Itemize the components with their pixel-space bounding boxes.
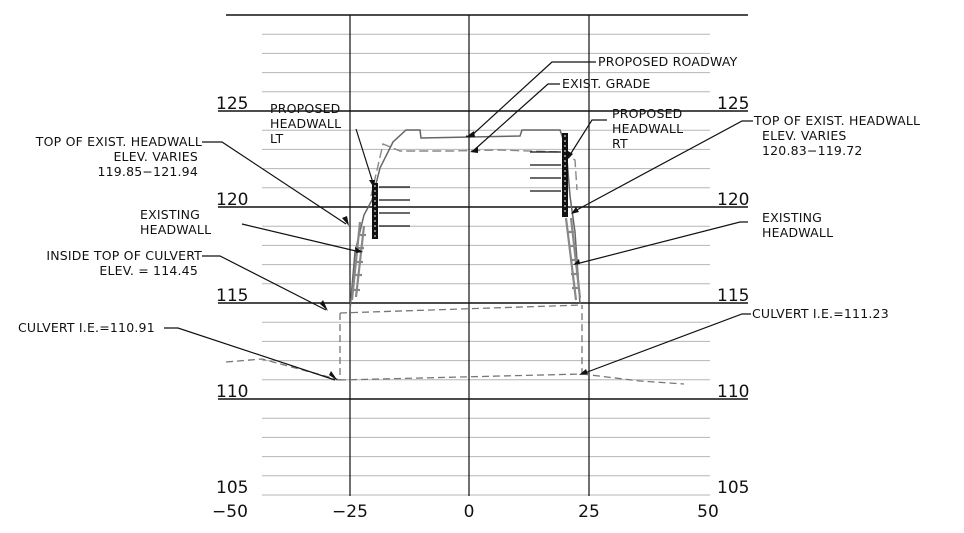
label-top-exist-headwall-left-1: TOP OF EXIST. HEADWALL (35, 134, 202, 149)
label-proposed-headwall-rt-1: PROPOSED (612, 106, 683, 121)
y-tick-125-right: 125 (717, 94, 749, 114)
label-top-exist-headwall-right-2: ELEV. VARIES (762, 128, 847, 143)
y-tick-105-right: 105 (717, 478, 749, 498)
label-culvert-ie-left: CULVERT I.E.=110.91 (18, 320, 155, 335)
label-culvert-ie-right: CULVERT I.E.=111.23 (752, 306, 889, 321)
label-proposed-headwall-lt-3: LT (270, 131, 283, 146)
minor-grid (262, 33, 710, 496)
existing-headwall-right (564, 217, 582, 301)
label-inside-top-culvert-2: ELEV. = 114.45 (99, 263, 198, 278)
y-tick-115-left: 115 (216, 286, 248, 306)
label-existing-headwall-right-1: EXISTING (762, 210, 822, 225)
existing-headwall-left (350, 221, 366, 301)
label-top-exist-headwall-right-3: 120.83−119.72 (762, 143, 863, 158)
vertical-grid (349, 15, 590, 496)
major-grid (218, 14, 748, 400)
x-axis-ticks: −50 −25 0 25 50 (212, 502, 719, 522)
leader-lines (164, 61, 753, 381)
proposed-roadway-line (349, 129, 581, 311)
label-top-exist-headwall-left-3: 119.85−121.94 (97, 164, 198, 179)
y-tick-110-right: 110 (717, 382, 749, 402)
y-axis-left-ticks: 125 120 115 110 105 (216, 94, 248, 498)
label-proposed-headwall-lt-1: PROPOSED (270, 101, 341, 116)
label-proposed-headwall-rt-2: HEADWALL (612, 121, 683, 136)
callout-labels: PROPOSED ROADWAY EXIST. GRADE PROPOSED H… (18, 54, 920, 335)
y-tick-110-left: 110 (216, 382, 248, 402)
x-tick-50: 50 (697, 502, 719, 522)
proposed-headwall-rt (530, 133, 568, 217)
label-inside-top-culvert-1: INSIDE TOP OF CULVERT (46, 248, 202, 263)
x-tick-minus-25: −25 (332, 502, 368, 522)
y-tick-125-left: 125 (216, 94, 248, 114)
label-proposed-headwall-rt-3: RT (612, 136, 628, 151)
y-axis-right-ticks: 125 120 115 110 105 (717, 94, 749, 498)
label-proposed-roadway: PROPOSED ROADWAY (598, 54, 738, 69)
label-top-exist-headwall-left-2: ELEV. VARIES (113, 149, 198, 164)
leader-arrowheads (320, 131, 588, 381)
x-tick-25: 25 (578, 502, 600, 522)
y-tick-115-right: 115 (717, 286, 749, 306)
x-tick-minus-50: −50 (212, 502, 248, 522)
y-tick-105-left: 105 (216, 478, 248, 498)
x-tick-0: 0 (464, 502, 475, 522)
y-tick-120-right: 120 (717, 190, 749, 210)
label-exist-grade: EXIST. GRADE (562, 76, 651, 91)
y-tick-120-left: 120 (216, 190, 248, 210)
label-existing-headwall-left-2: HEADWALL (140, 222, 211, 237)
proposed-headwall-lt (372, 183, 410, 239)
label-existing-headwall-right-2: HEADWALL (762, 225, 833, 240)
label-proposed-headwall-lt-2: HEADWALL (270, 116, 341, 131)
label-existing-headwall-left-1: EXISTING (140, 207, 200, 222)
label-top-exist-headwall-right-1: TOP OF EXIST. HEADWALL (753, 113, 920, 128)
culvert-outline (225, 304, 685, 385)
